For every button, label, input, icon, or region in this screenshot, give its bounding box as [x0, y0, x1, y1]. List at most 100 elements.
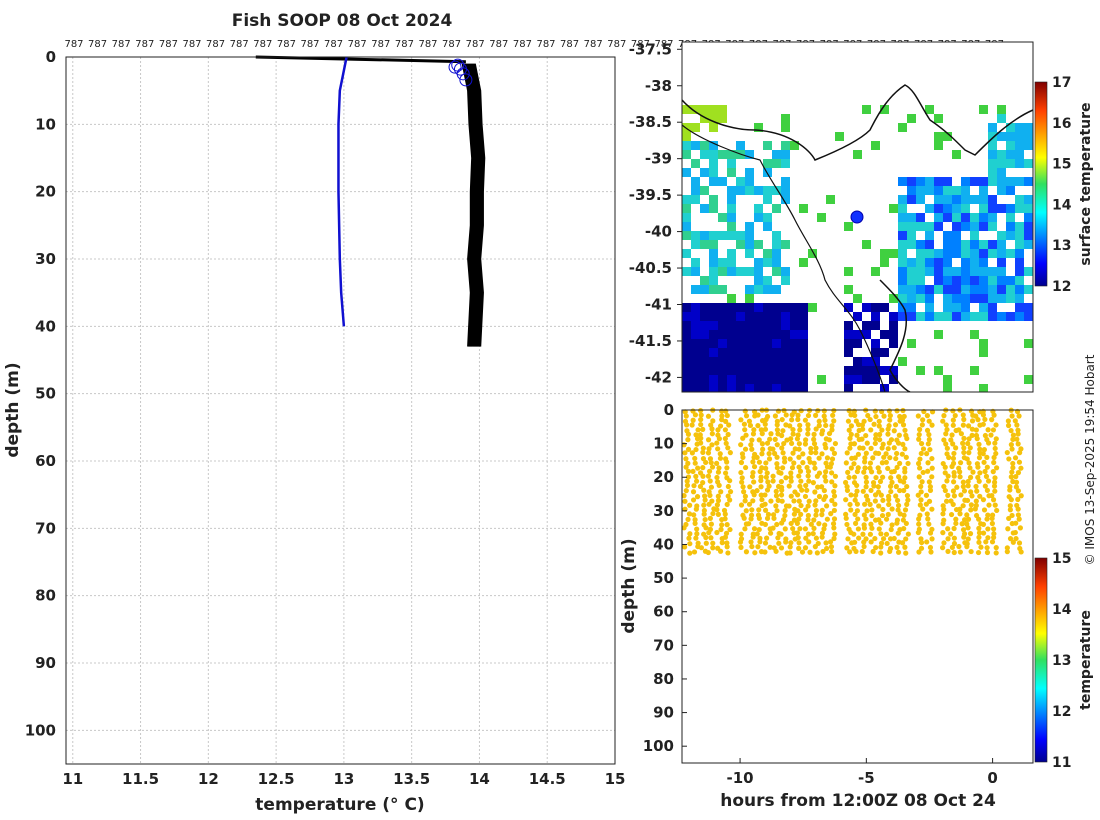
- temperature-sample-point: [746, 521, 752, 527]
- sst-cell: [1015, 204, 1024, 213]
- temperature-sample-point: [805, 503, 811, 509]
- sst-cell: [790, 303, 799, 312]
- temperature-sample-point: [750, 534, 756, 540]
- temperature-sample-point: [881, 413, 887, 419]
- temperature-sample-point: [681, 493, 687, 499]
- temperature-sample-point: [738, 442, 744, 448]
- temperature-sample-point: [759, 451, 765, 457]
- temperature-sample-point: [950, 441, 956, 447]
- temperature-sample-point: [951, 479, 957, 485]
- temperature-sample-point: [788, 474, 794, 480]
- temperature-sample-point: [956, 543, 962, 550]
- sst-cell: [988, 204, 997, 213]
- sst-cell: [1006, 249, 1015, 258]
- temperature-sample-point: [888, 475, 894, 481]
- temperature-sample-point: [957, 460, 964, 466]
- sst-cell: [718, 384, 727, 392]
- temperature-sample-point: [991, 531, 997, 537]
- temperature-sample-point: [797, 422, 803, 428]
- sst-cell: [925, 285, 934, 294]
- temperature-sample-point: [805, 531, 812, 537]
- sst-cell: [745, 150, 754, 159]
- sst-cell: [799, 321, 808, 330]
- sst-cell: [889, 366, 898, 375]
- temperature-sample-point: [966, 436, 972, 442]
- temperature-sample-point: [984, 464, 990, 470]
- temperature-sample-point: [778, 531, 784, 537]
- temperature-sample-point: [752, 550, 758, 556]
- ts-x-tick-label: -10: [727, 769, 754, 787]
- sst-cell: [781, 276, 790, 285]
- temperature-sample-point: [965, 483, 971, 489]
- sst-cell: [682, 195, 691, 204]
- temperature-sample-point: [927, 544, 934, 551]
- sst-cell: [682, 321, 691, 330]
- sst-cell: [988, 150, 997, 159]
- temperature-sample-point: [876, 418, 882, 424]
- temperature-colorbar-label: temperature: [1078, 610, 1094, 710]
- temperature-sample-point: [968, 502, 974, 508]
- temperature-sample-point: [685, 437, 691, 443]
- temperature-sample-point: [848, 465, 854, 471]
- sst-cell: [844, 339, 853, 348]
- sst-cell: [700, 141, 709, 150]
- sst-cell: [763, 249, 772, 258]
- sst-cell: [916, 366, 925, 375]
- sst-cell: [691, 339, 700, 348]
- sst-cell: [934, 186, 943, 195]
- temperature-sample-point: [905, 460, 911, 467]
- temperature-sample-point: [880, 506, 886, 513]
- temperature-sample-point: [819, 431, 825, 437]
- temperature-sample-point: [900, 441, 906, 447]
- sst-cell: [745, 267, 754, 276]
- temperature-sample-point: [883, 451, 889, 457]
- temperature-sample-point: [852, 455, 858, 461]
- temperature-sample-point: [941, 506, 947, 512]
- temperature-sample-point: [983, 473, 990, 479]
- temperature-sample-point: [700, 465, 706, 471]
- sst-cell: [916, 177, 925, 186]
- temperature-sample-point: [916, 521, 922, 527]
- temperature-sample-point: [741, 489, 747, 495]
- temperature-sample-point: [714, 502, 721, 508]
- sst-cell: [772, 348, 781, 357]
- temperature-sample-point: [915, 492, 921, 498]
- sst-cell: [898, 204, 907, 213]
- sst-cell: [763, 222, 772, 231]
- sst-cell: [943, 231, 952, 240]
- temperature-sample-point: [876, 423, 882, 429]
- temperature-sample-point: [964, 512, 970, 518]
- surface-sample-marker: [459, 73, 473, 87]
- temperature-sample-point: [715, 497, 722, 504]
- sst-cell: [988, 141, 997, 150]
- temperature-sample-point: [710, 418, 716, 424]
- sst-cell: [718, 303, 727, 312]
- temperature-sample-point: [824, 455, 831, 461]
- sst-cell: [718, 339, 727, 348]
- sst-cell: [925, 186, 934, 195]
- temperature-sample-point: [831, 407, 837, 414]
- temperature-sample-point: [880, 536, 887, 542]
- temperature-sample-point: [902, 469, 908, 475]
- sst-cell: [970, 294, 979, 303]
- sst-cell: [682, 267, 691, 276]
- temperature-sample-point: [803, 482, 809, 489]
- temperature-sample-point: [717, 455, 724, 461]
- sst-cell: [871, 321, 880, 330]
- sst-cell: [745, 375, 754, 384]
- sst-cell: [889, 339, 898, 348]
- temperature-sample-point: [723, 470, 729, 476]
- temperature-sample-point: [872, 535, 878, 542]
- temperature-sample-point: [902, 507, 909, 513]
- temperature-sample-point: [829, 446, 835, 452]
- temperature-sample-point: [808, 449, 814, 456]
- sst-cell: [898, 195, 907, 204]
- station-label: 787: [135, 39, 154, 50]
- temperature-sample-point: [684, 478, 690, 484]
- sst-cell: [1006, 123, 1015, 132]
- sst-cell: [745, 339, 754, 348]
- profile-ticks: 11 11.5 12 12.5 13 13.5 14 14.5 1501020304050607…: [25, 48, 626, 788]
- sst-cell: [754, 258, 763, 267]
- sst-cell: [1015, 132, 1024, 141]
- sst-cell: [781, 321, 790, 330]
